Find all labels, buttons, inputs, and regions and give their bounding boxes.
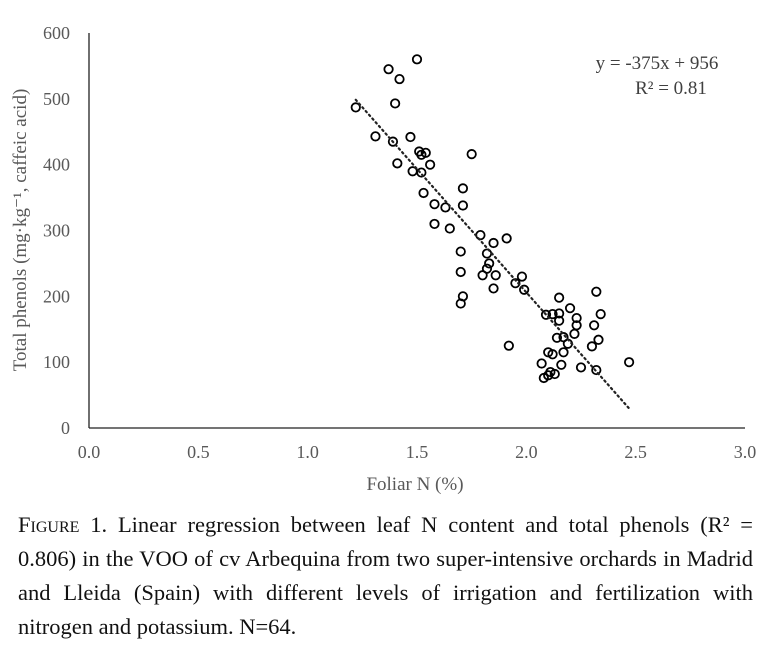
- figure-caption: Figure 1. Linear regression between leaf…: [18, 508, 753, 644]
- x-tick-label: 0.5: [187, 442, 210, 462]
- data-point: [440, 202, 451, 213]
- data-point: [411, 54, 423, 65]
- data-point: [394, 73, 405, 85]
- data-point: [416, 149, 427, 160]
- x-tick-label: 1.0: [296, 442, 319, 462]
- figure-label: Figure 1.: [18, 512, 108, 537]
- y-tick-label: 100: [43, 352, 70, 372]
- data-point: [595, 309, 606, 320]
- data-point: [425, 159, 436, 170]
- caption-text: Linear regression between leaf N content…: [18, 512, 753, 639]
- data-point: [457, 200, 469, 211]
- data-point: [455, 266, 466, 278]
- data-point: [547, 349, 558, 360]
- data-points: [350, 54, 635, 384]
- data-point: [554, 315, 565, 326]
- data-point: [516, 271, 528, 282]
- data-point: [387, 136, 399, 147]
- data-point: [564, 303, 576, 314]
- data-point: [569, 328, 580, 339]
- data-point: [488, 283, 499, 294]
- data-point: [444, 223, 455, 234]
- data-point: [350, 102, 361, 113]
- data-point: [571, 312, 582, 324]
- data-point: [390, 98, 401, 109]
- data-point: [484, 258, 495, 269]
- x-tick-label: 0.0: [78, 442, 101, 462]
- data-point: [455, 298, 466, 309]
- data-point: [501, 233, 512, 244]
- x-tick-label: 2.5: [624, 442, 647, 462]
- data-point: [547, 309, 558, 320]
- data-point: [392, 158, 403, 169]
- x-tick-label: 1.5: [406, 442, 429, 462]
- data-point: [455, 246, 466, 257]
- r-squared-label: R² = 0.81: [635, 78, 707, 99]
- y-tick-label: 0: [61, 418, 70, 438]
- y-tick-label: 400: [43, 155, 70, 175]
- data-point: [383, 64, 394, 75]
- data-point: [538, 372, 549, 384]
- data-point: [490, 270, 501, 281]
- y-axis: 0 100 200 300 400 500 600: [43, 23, 70, 438]
- x-tick-label: 2.0: [515, 442, 538, 462]
- data-point: [586, 341, 598, 352]
- data-point: [488, 237, 499, 249]
- data-point: [549, 368, 560, 380]
- data-point: [457, 183, 469, 194]
- y-tick-label: 500: [43, 89, 70, 109]
- y-tick-label: 200: [43, 286, 70, 306]
- data-point: [558, 347, 569, 358]
- data-point: [536, 358, 547, 369]
- data-point: [551, 332, 563, 343]
- regression-equation: y = -375x + 956: [596, 53, 719, 74]
- x-tick-label: 3.0: [734, 442, 757, 462]
- scatter-chart: 0 100 200 300 400 500 600 0.0 0.5 1.0 1.5 2.0 2.5 3.…: [10, 23, 757, 495]
- data-point: [593, 334, 604, 345]
- data-point: [591, 364, 602, 376]
- data-point: [405, 131, 416, 143]
- data-point: [429, 199, 440, 210]
- data-point: [554, 308, 565, 319]
- trendline: [354, 98, 631, 410]
- data-point: [556, 359, 567, 370]
- y-tick-label: 600: [43, 23, 70, 43]
- y-axis-title: Total phenols (mg·kg⁻¹, caffeic acid): [10, 89, 31, 372]
- data-point: [589, 320, 600, 331]
- data-point: [540, 309, 552, 320]
- data-point: [477, 270, 488, 281]
- x-axis-title: Foliar N (%): [366, 474, 463, 495]
- data-point: [503, 340, 514, 351]
- x-axis: 0.0 0.5 1.0 1.5 2.0 2.5 3.0: [78, 442, 757, 462]
- data-point: [519, 284, 530, 295]
- data-point: [591, 286, 602, 297]
- data-point: [554, 292, 565, 303]
- data-point: [418, 187, 429, 199]
- data-point: [466, 149, 477, 160]
- data-point: [429, 218, 440, 230]
- data-point: [416, 167, 427, 178]
- data-point: [624, 357, 635, 368]
- data-point: [575, 362, 587, 373]
- y-tick-label: 300: [43, 221, 70, 241]
- data-point: [370, 131, 381, 142]
